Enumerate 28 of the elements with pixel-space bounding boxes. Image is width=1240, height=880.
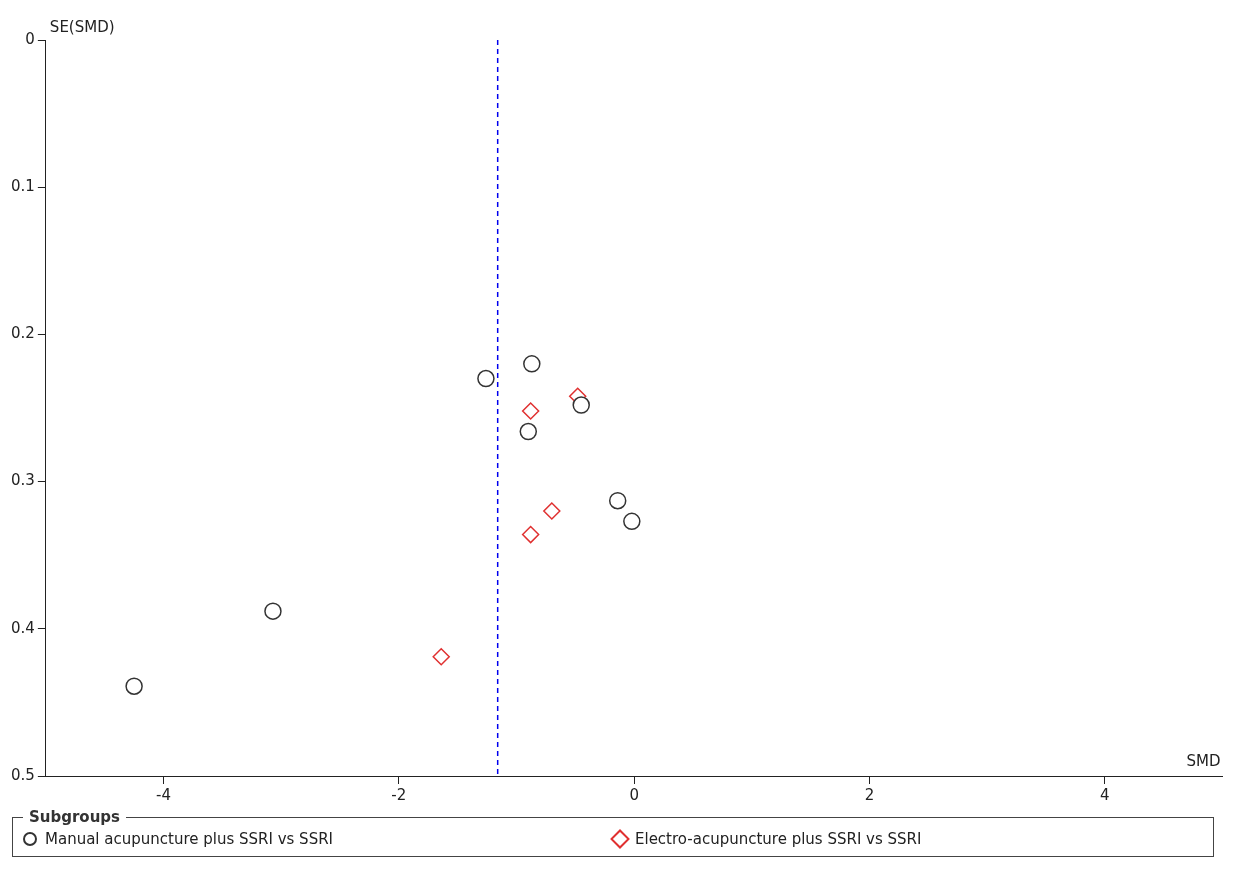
x-axis-title: SMD: [1186, 752, 1221, 771]
point: [572, 396, 590, 414]
legend-label: Electro-acupuncture plus SSRI vs SSRI: [635, 830, 922, 848]
point: [608, 491, 627, 510]
point: [432, 648, 450, 666]
x-tick-label: 2: [864, 785, 875, 804]
y-tick-label: 0.2: [11, 324, 35, 343]
x-tick-label: 0: [629, 785, 639, 804]
point: [477, 369, 495, 388]
point: [543, 502, 561, 520]
point: [519, 422, 538, 441]
y-tick-label: 0.5: [11, 765, 35, 784]
point: [623, 512, 641, 531]
y-tick-label: 0.1: [11, 177, 35, 196]
point: [523, 355, 541, 373]
y-tick-label: 0: [25, 29, 35, 48]
legend-label: Manual acupuncture plus SSRI vs SSRI: [45, 830, 334, 848]
point: [521, 525, 540, 544]
y-axis-title: SE(SMD): [49, 18, 115, 37]
x-tick-label: 4: [1100, 785, 1110, 804]
y-tick-label: 0.4: [11, 618, 35, 637]
y-tick-label: 0.3: [11, 471, 35, 490]
x-tick-label: -4: [156, 785, 171, 804]
point: [264, 602, 282, 620]
point: [521, 402, 540, 420]
legend-title: Subgroups: [28, 808, 121, 826]
x-tick-label: -2: [391, 785, 407, 804]
point: [125, 677, 143, 695]
